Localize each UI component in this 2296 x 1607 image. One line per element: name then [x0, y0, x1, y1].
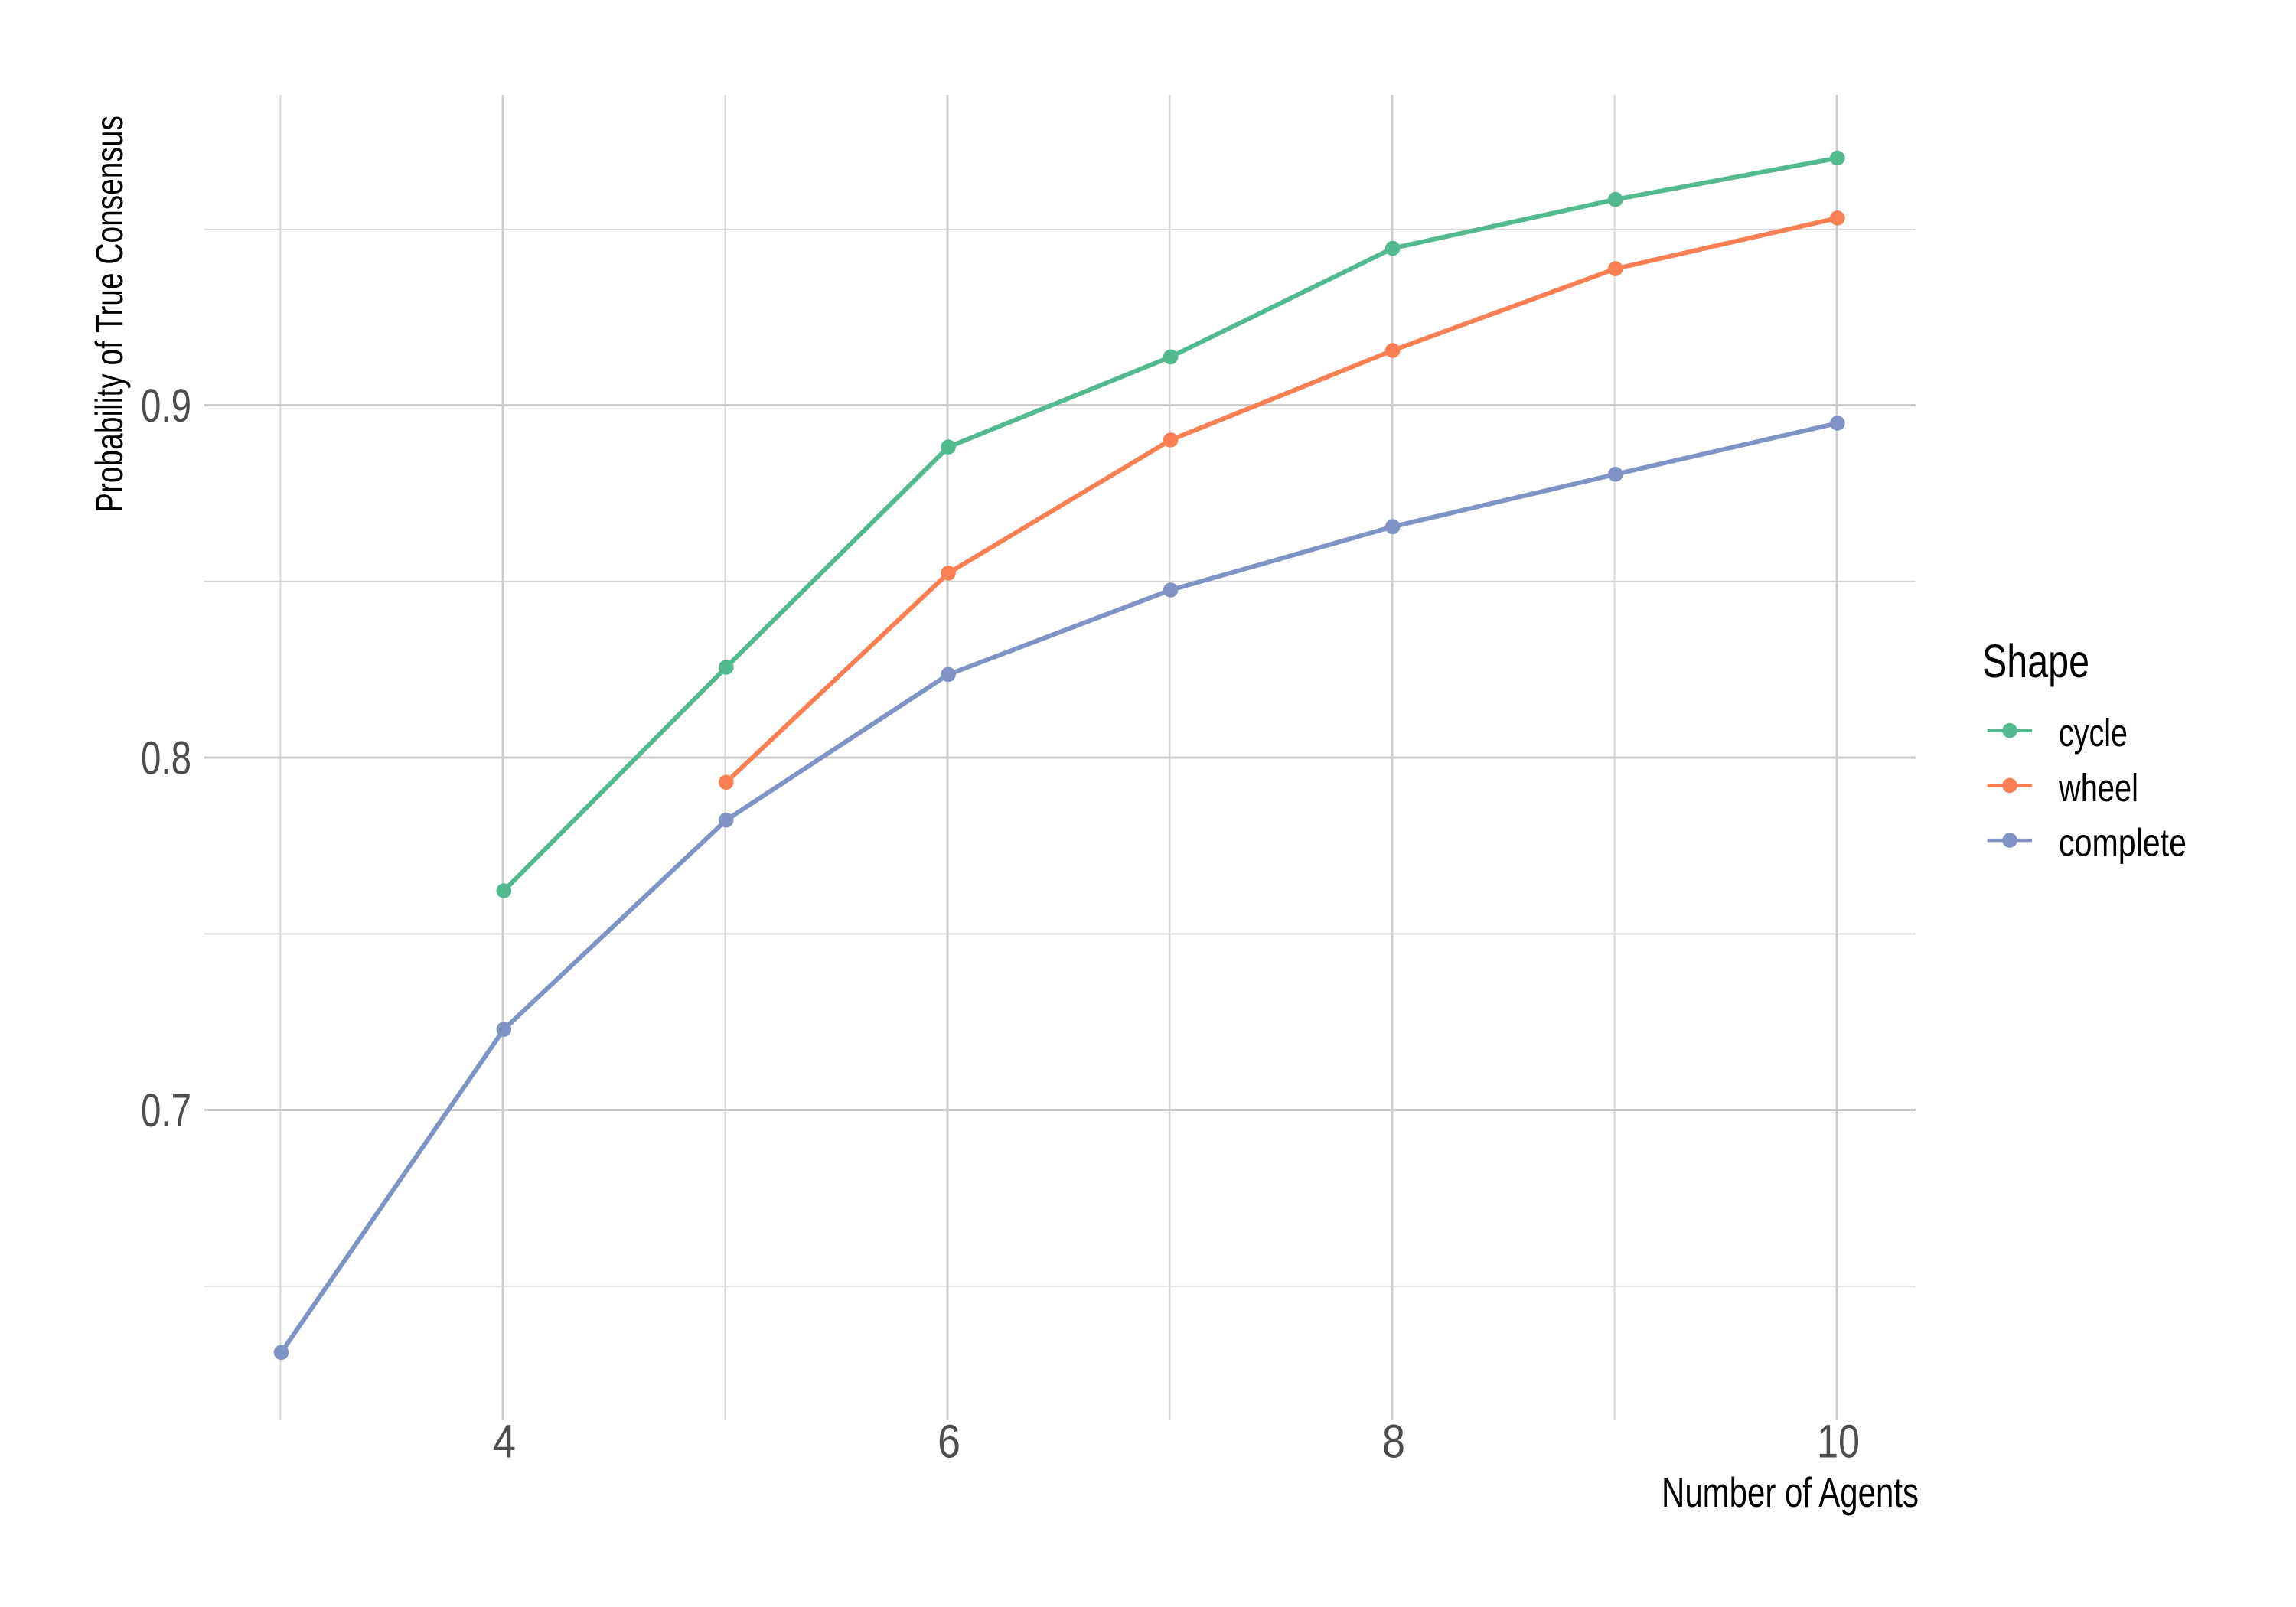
svg-text:0.9: 0.9 [141, 380, 191, 432]
svg-text:8: 8 [1382, 1416, 1405, 1468]
svg-text:6: 6 [938, 1416, 960, 1468]
svg-text:10: 10 [1817, 1416, 1860, 1468]
svg-text:cycle: cycle [2059, 711, 2128, 755]
svg-text:Shape: Shape [1982, 635, 2089, 687]
svg-text:Number of Agents: Number of Agents [1662, 1468, 1919, 1516]
svg-text:wheel: wheel [2058, 766, 2138, 810]
svg-text:0.8: 0.8 [141, 732, 191, 784]
svg-text:Probability of True Consensus: Probability of True Consensus [88, 116, 131, 513]
svg-text:4: 4 [493, 1416, 516, 1468]
svg-text:complete: complete [2059, 821, 2187, 865]
svg-text:0.7: 0.7 [141, 1084, 191, 1136]
